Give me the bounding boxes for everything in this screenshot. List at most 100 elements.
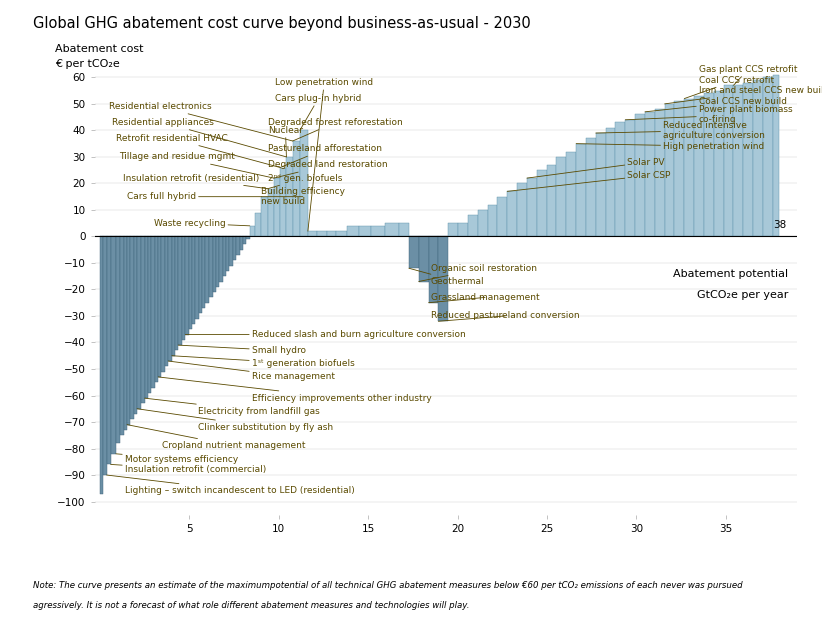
Bar bbox=[497, 197, 507, 236]
Text: Nuclear: Nuclear bbox=[268, 126, 303, 157]
Bar bbox=[107, 236, 111, 464]
Bar bbox=[399, 223, 409, 236]
Bar bbox=[723, 85, 733, 236]
Text: Tillage and residue mgmt: Tillage and residue mgmt bbox=[119, 152, 274, 178]
Bar bbox=[219, 236, 223, 281]
Text: Global GHG abatement cost curve beyond business-as-usual - 2030: Global GHG abatement cost curve beyond b… bbox=[33, 16, 531, 31]
Bar bbox=[428, 236, 438, 303]
Bar bbox=[216, 236, 219, 287]
Bar bbox=[694, 96, 704, 236]
Text: Insulation retrofit (residential): Insulation retrofit (residential) bbox=[123, 173, 268, 188]
Bar bbox=[336, 231, 347, 236]
Bar bbox=[527, 178, 537, 236]
Text: Reduced pastureland conversion: Reduced pastureland conversion bbox=[431, 311, 580, 321]
Bar bbox=[182, 236, 186, 340]
Text: Organic soil restoration: Organic soil restoration bbox=[418, 264, 537, 281]
Text: Electricity from landfill gas: Electricity from landfill gas bbox=[145, 398, 320, 416]
Bar bbox=[127, 236, 131, 425]
Bar bbox=[213, 236, 216, 292]
Text: Coal CCS retrofit: Coal CCS retrofit bbox=[685, 76, 774, 99]
Text: Degraded forest reforestation: Degraded forest reforestation bbox=[268, 118, 403, 141]
Bar bbox=[478, 210, 487, 236]
Text: Gas plant CCS retrofit: Gas plant CCS retrofit bbox=[699, 65, 797, 85]
Bar bbox=[586, 139, 596, 236]
Bar bbox=[268, 188, 274, 236]
Bar bbox=[178, 236, 182, 345]
Bar bbox=[675, 101, 685, 236]
Bar bbox=[385, 223, 399, 236]
Bar bbox=[507, 192, 517, 236]
Text: 2ⁿᵈ gen. biofuels: 2ⁿᵈ gen. biofuels bbox=[268, 173, 343, 188]
Bar bbox=[274, 178, 280, 236]
Text: Cropland nutrient management: Cropland nutrient management bbox=[127, 425, 306, 451]
Bar bbox=[685, 99, 694, 236]
Text: Pastureland afforestation: Pastureland afforestation bbox=[268, 144, 382, 167]
Bar bbox=[596, 133, 606, 236]
Text: Solar CSP: Solar CSP bbox=[507, 171, 671, 192]
Bar bbox=[229, 236, 233, 266]
Text: Note: The curve presents an estimate of the maximumpotential of all technical GH: Note: The curve presents an estimate of … bbox=[33, 581, 742, 590]
Bar bbox=[164, 236, 169, 366]
Bar bbox=[704, 93, 713, 236]
Bar bbox=[359, 226, 372, 236]
Text: Retrofit residential HVAC: Retrofit residential HVAC bbox=[116, 134, 280, 167]
Bar bbox=[202, 236, 206, 308]
Text: Lighting – switch incandescent to LED (residential): Lighting – switch incandescent to LED (r… bbox=[107, 475, 354, 495]
Bar bbox=[145, 236, 148, 398]
Text: Cars plug-in hybrid: Cars plug-in hybrid bbox=[275, 94, 362, 130]
Bar bbox=[487, 205, 497, 236]
Text: Cars full hybrid: Cars full hybrid bbox=[127, 192, 261, 201]
Text: Motor systems efficiency: Motor systems efficiency bbox=[116, 454, 238, 464]
Bar bbox=[566, 152, 576, 236]
Text: Building efficiency
new build: Building efficiency new build bbox=[261, 187, 345, 207]
Text: Power plant biomass
co-firing: Power plant biomass co-firing bbox=[626, 105, 792, 124]
Text: Solar PV: Solar PV bbox=[527, 158, 665, 178]
Bar bbox=[458, 223, 468, 236]
Bar bbox=[148, 236, 151, 393]
Bar bbox=[131, 236, 133, 419]
Bar bbox=[448, 223, 458, 236]
Bar bbox=[537, 170, 547, 236]
Text: agressively. It is not a forecast of what role different abatement measures and : agressively. It is not a forecast of wha… bbox=[33, 602, 469, 610]
Bar bbox=[316, 231, 326, 236]
Bar bbox=[233, 236, 236, 260]
Text: Clinker substitution by fly ash: Clinker substitution by fly ash bbox=[137, 409, 334, 432]
Bar bbox=[158, 236, 161, 377]
Bar bbox=[713, 90, 723, 236]
Bar bbox=[606, 128, 616, 236]
Bar bbox=[308, 231, 316, 236]
Text: Small hydro: Small hydro bbox=[178, 345, 306, 355]
Text: € per tCO₂e: € per tCO₂e bbox=[55, 59, 120, 69]
Bar bbox=[243, 236, 246, 245]
Bar bbox=[773, 75, 779, 236]
Text: Waste recycling: Waste recycling bbox=[154, 218, 250, 228]
Bar bbox=[240, 236, 243, 250]
Bar bbox=[250, 226, 255, 236]
Bar bbox=[151, 236, 155, 388]
Text: 1ˢᵗ generation biofuels: 1ˢᵗ generation biofuels bbox=[172, 356, 354, 368]
Bar bbox=[206, 236, 209, 303]
Bar bbox=[223, 236, 226, 276]
Bar bbox=[616, 122, 626, 236]
Bar bbox=[161, 236, 164, 372]
Bar bbox=[226, 236, 229, 271]
Text: Low penetration wind: Low penetration wind bbox=[275, 78, 373, 231]
Bar bbox=[409, 236, 418, 268]
Bar bbox=[280, 167, 286, 236]
Bar bbox=[347, 226, 359, 236]
Text: Grassland management: Grassland management bbox=[428, 293, 539, 303]
Bar bbox=[743, 82, 753, 236]
Bar bbox=[626, 120, 635, 236]
Bar bbox=[141, 236, 145, 404]
Bar bbox=[137, 236, 141, 409]
Bar bbox=[104, 236, 107, 475]
Bar bbox=[293, 141, 300, 236]
Bar bbox=[116, 236, 120, 443]
Bar bbox=[133, 236, 137, 414]
Bar bbox=[199, 236, 202, 313]
Text: Coal CCS new build: Coal CCS new build bbox=[645, 97, 787, 112]
Bar bbox=[418, 236, 428, 281]
Bar bbox=[261, 197, 268, 236]
Text: Abatement cost: Abatement cost bbox=[55, 44, 144, 54]
Bar bbox=[172, 236, 175, 356]
